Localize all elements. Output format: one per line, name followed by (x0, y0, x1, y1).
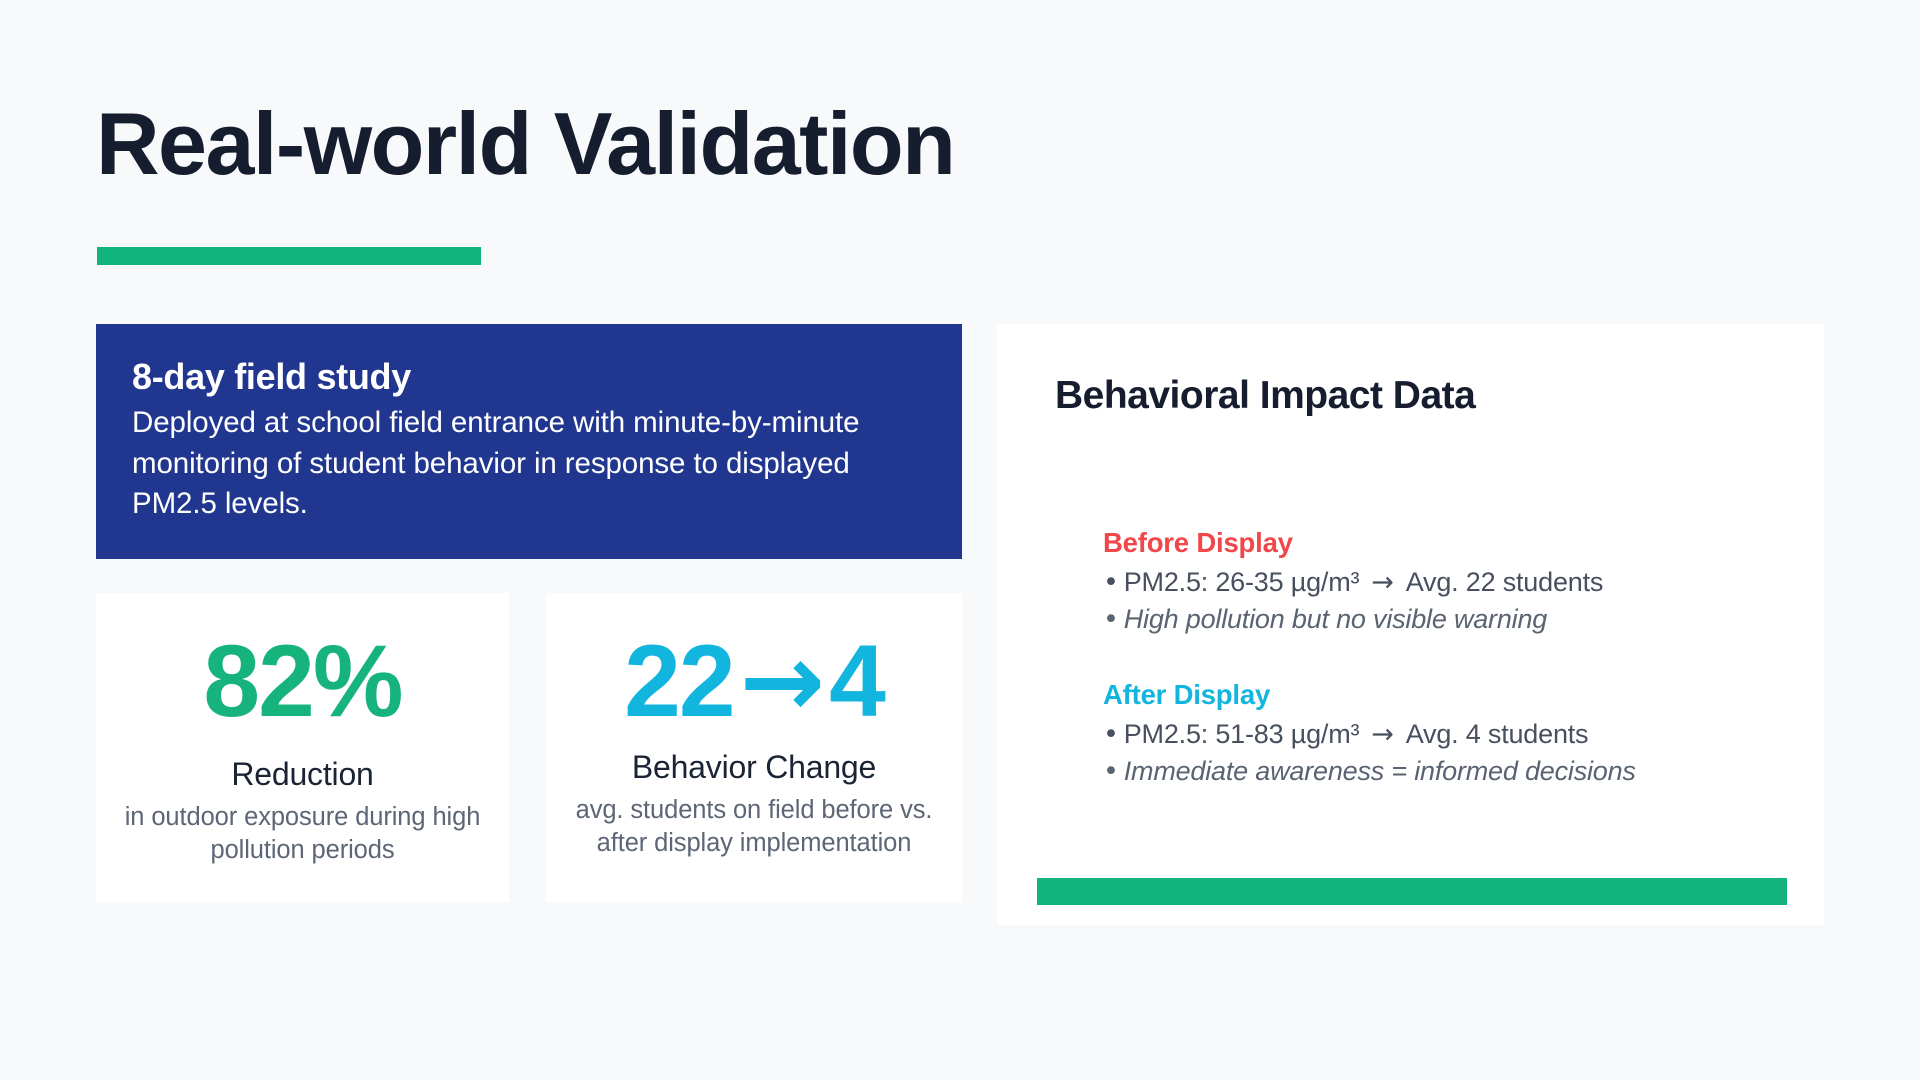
arrow-right-icon: → (1371, 567, 1394, 598)
impact-panel-title: Behavioral Impact Data (1055, 374, 1476, 417)
study-panel-title: 8-day field study (132, 356, 411, 397)
stat-value-after: 4 (829, 624, 886, 739)
page-title: Real-world Validation (96, 94, 956, 193)
impact-measure-after: • PM2.5: 51-83 µg/m³ → Avg. 4 students (1103, 716, 1778, 753)
impact-panel-body: Before Display • PM2.5: 26-35 µg/m³ → Avg. … (1103, 527, 1778, 790)
impact-note-after: • Immediate awareness = informed decision… (1103, 753, 1778, 790)
bullet-icon: • (1103, 755, 1119, 787)
bullet-icon: • (1103, 718, 1119, 750)
impact-note-before: • High pollution but no visible warning (1103, 601, 1778, 638)
title-accent-bar (97, 247, 481, 265)
stat-card-behavior-change: 22→4 Behavior Change avg. students on fi… (546, 593, 962, 903)
bullet-icon: • (1103, 604, 1119, 636)
stat-sub-behavior-change: avg. students on field before vs. after … (575, 795, 933, 858)
stat-value-reduction: 82% (203, 624, 403, 739)
impact-measure-text-before: PM2.5: 26-35 µg/m³ (1123, 567, 1360, 597)
impact-note-text-before: High pollution but no visible warning (1123, 604, 1548, 635)
impact-group-heading-before: Before Display (1103, 527, 1293, 558)
arrow-right-icon: → (1371, 718, 1394, 750)
impact-measure-before: • PM2.5: 26-35 µg/m³ → Avg. 22 students (1103, 564, 1778, 601)
stat-card-reduction: 82% Reduction in outdoor exposure during… (96, 593, 509, 903)
impact-panel: Behavioral Impact Data Before Display • P… (997, 324, 1824, 925)
left-column: 8-day field study Deployed at school fie… (96, 324, 962, 903)
stat-sub-reduction: in outdoor exposure during high pollutio… (124, 802, 481, 865)
bullet-icon: • (1103, 567, 1119, 598)
stat-label-behavior-change: Behavior Change (631, 748, 877, 785)
impact-group-after: After Display • PM2.5: 51-83 µg/m³ → Avg. 4… (1103, 679, 1778, 791)
impact-group-heading-after: After Display (1103, 678, 1271, 710)
stat-value-before: 22 (624, 624, 735, 739)
impact-panel-accent-bar (1037, 878, 1787, 905)
impact-measure-text-after: PM2.5: 51-83 µg/m³ (1123, 718, 1360, 749)
impact-outcome-text-after: Avg. 4 students (1405, 718, 1589, 749)
stat-label-reduction: Reduction (231, 755, 374, 792)
impact-outcome-text-before: Avg. 22 students (1405, 567, 1604, 597)
impact-group-before: Before Display • PM2.5: 26-35 µg/m³ → Avg. … (1103, 527, 1778, 639)
study-panel-body: Deployed at school field entrance with m… (132, 406, 860, 521)
stat-card-row: 82% Reduction in outdoor exposure during… (96, 593, 962, 903)
arrow-right-icon: → (739, 622, 825, 742)
impact-note-text-after: Immediate awareness = informed decisions (1123, 755, 1636, 786)
study-panel: 8-day field study Deployed at school fie… (96, 324, 962, 560)
stat-value-behavior-change: 22→4 (564, 619, 944, 744)
